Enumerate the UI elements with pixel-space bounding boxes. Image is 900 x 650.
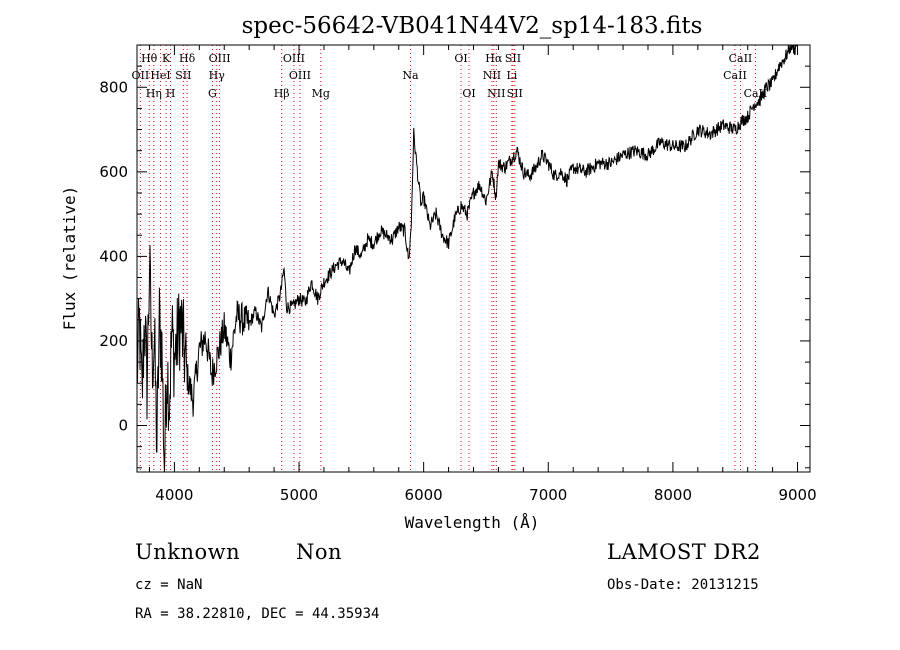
line-marker-label: OI [462, 87, 475, 100]
line-marker-label: OIII [209, 52, 231, 65]
x-tick-label: 5000 [280, 486, 318, 504]
emission-line-markers [139, 45, 756, 472]
line-marker-label: SII [175, 69, 191, 82]
y-axis-ticks: 0 200 400 600 800 [99, 44, 810, 469]
chart-title: spec-56642-VB041N44V2_sp14-183.fits [242, 13, 703, 39]
line-marker-label: Hα [485, 52, 503, 65]
y-axis-label: Flux (relative) [60, 186, 79, 331]
line-marker-label: H [166, 87, 176, 100]
x-tick-label: 7000 [529, 486, 567, 504]
ra-dec-readout: RA = 38.22810, DEC = 44.35934 [135, 606, 380, 622]
y-tick-label: 400 [99, 247, 128, 265]
line-marker-label: OI [454, 52, 467, 65]
line-marker-label: HeI [150, 69, 170, 82]
line-marker-label: K [162, 52, 171, 65]
x-tick-label: 9000 [778, 486, 816, 504]
line-marker-label: NII [487, 87, 505, 100]
line-marker-label: OIII [283, 52, 305, 65]
x-tick-label: 6000 [405, 486, 443, 504]
y-tick-label: 800 [99, 78, 128, 96]
spectral-class: Unknown [135, 540, 241, 564]
x-tick-label: 8000 [654, 486, 692, 504]
line-marker-label: Hβ [274, 87, 290, 100]
x-axis-ticks: 4000 5000 6000 7000 8000 9000 [148, 45, 817, 504]
spectral-subclass: Non [296, 540, 343, 564]
line-marker-label: Hη [146, 87, 162, 100]
line-marker-label: Li [506, 69, 517, 82]
y-tick-label: 200 [99, 332, 128, 350]
line-marker-label: Mg [312, 87, 330, 100]
obs-date: Obs-Date: 20131215 [607, 577, 759, 593]
line-marker-label: Hγ [209, 69, 226, 82]
line-marker-label: G [208, 87, 217, 100]
y-tick-label: 600 [99, 163, 128, 181]
line-marker-label: SII [505, 52, 521, 65]
plot-frame [136, 44, 811, 473]
x-axis-label: Wavelength (Å) [405, 513, 540, 532]
line-marker-label: Hδ [179, 52, 196, 65]
line-marker-label: SII [507, 87, 523, 100]
line-marker-label: OIII [289, 69, 311, 82]
survey-name: LAMOST DR2 [607, 540, 761, 564]
x-tick-label: 4000 [155, 486, 193, 504]
line-marker-label: Hθ [141, 52, 158, 65]
redshift-readout: cz = NaN [135, 577, 203, 593]
line-marker-label: Na [402, 69, 419, 82]
line-marker-label: NII [483, 69, 501, 82]
line-marker-label: CaII [729, 52, 753, 65]
line-marker-label: OII [132, 69, 150, 82]
y-tick-label: 0 [118, 416, 128, 434]
line-marker-label: CaII [723, 69, 747, 82]
spectrum-line [136, 43, 798, 473]
